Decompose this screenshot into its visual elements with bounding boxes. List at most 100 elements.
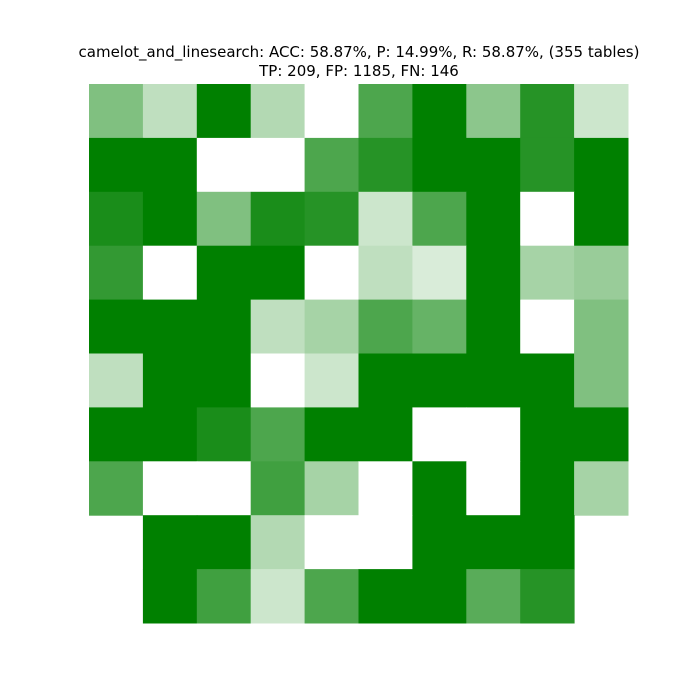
heatmap-cell-r5-c1 [142, 353, 198, 408]
heatmap-cell-r6-c6 [412, 407, 467, 462]
heatmap-cell-r9-c8 [520, 569, 575, 624]
heatmap-cell-r8-c2 [196, 515, 252, 570]
heatmap-cell-r1-c5 [358, 137, 413, 193]
heatmap-cell-r6-c0 [89, 407, 144, 462]
heatmap-cell-r6-c7 [466, 407, 521, 462]
heatmap-cell-r2-c4 [304, 191, 359, 247]
heatmap-cell-r6-c3 [250, 407, 306, 462]
heatmap-cell-r3-c3 [250, 245, 306, 301]
heatmap-cell-r6-c4 [304, 407, 359, 462]
heatmap-cell-r7-c0 [89, 461, 144, 516]
heatmap-cell-r9-c3 [250, 569, 306, 624]
heatmap-cell-r5-c5 [358, 353, 413, 408]
heatmap-cell-r0-c3 [250, 84, 306, 139]
heatmap-cell-r2-c0 [89, 191, 144, 247]
heatmap-cell-r0-c8 [520, 84, 575, 139]
heatmap-cell-r8-c8 [520, 515, 575, 570]
heatmap-cell-r3-c5 [358, 245, 413, 301]
heatmap-cell-r2-c9 [574, 191, 629, 247]
heatmap-cell-r1-c7 [466, 137, 521, 193]
heatmap-cell-r7-c4 [304, 461, 359, 516]
heatmap-cell-r5-c7 [466, 353, 521, 408]
heatmap-cell-r1-c0 [89, 137, 144, 193]
heatmap-cell-r8-c6 [412, 515, 467, 570]
heatmap-cell-r9-c1 [142, 569, 198, 624]
heatmap-cell-r6-c8 [520, 407, 575, 462]
heatmap-cell-r8-c3 [250, 515, 306, 570]
heatmap-cell-r8-c4 [304, 515, 359, 570]
heatmap-cell-r9-c5 [358, 569, 413, 624]
chart-title-line-2: TP: 209, FP: 1185, FN: 146 [258, 62, 459, 80]
heatmap-cell-r1-c3 [250, 137, 306, 193]
heatmap-cell-r2-c7 [466, 191, 521, 247]
heatmap-cell-r5-c8 [520, 353, 575, 408]
heatmap-cell-r7-c5 [358, 461, 413, 516]
heatmap-cell-r8-c1 [142, 515, 198, 570]
heatmap-cell-r8-c5 [358, 515, 413, 570]
heatmap-cell-r5-c6 [412, 353, 467, 408]
heatmap-cell-r7-c9 [574, 461, 629, 516]
heatmap-cell-r5-c2 [196, 353, 252, 408]
heatmap-cell-r8-c7 [466, 515, 521, 570]
heatmap-cell-r3-c8 [520, 245, 575, 301]
heatmap-cell-r4-c4 [304, 299, 359, 354]
heatmap-cell-r0-c0 [89, 84, 144, 139]
heatmap-cell-r1-c8 [520, 137, 575, 193]
heatmap-cell-r3-c1 [142, 245, 198, 301]
heatmap-cell-r0-c7 [466, 84, 521, 139]
heatmap-cell-r4-c2 [196, 299, 252, 354]
heatmap-cell-r4-c0 [89, 299, 144, 354]
heatmap-cell-r0-c4 [304, 84, 359, 139]
heatmap-cell-r3-c6 [412, 245, 467, 301]
heatmap-cell-r6-c1 [142, 407, 198, 462]
heatmap-cell-r4-c1 [142, 299, 198, 354]
heatmap-cells [89, 84, 629, 624]
heatmap-cell-r0-c9 [574, 84, 629, 139]
heatmap-cell-r1-c4 [304, 137, 359, 193]
heatmap-cell-r4-c8 [520, 299, 575, 354]
heatmap-cell-r9-c6 [412, 569, 467, 624]
heatmap-cell-r5-c9 [574, 353, 629, 408]
heatmap-cell-r3-c4 [304, 245, 359, 301]
heatmap-cell-r2-c1 [142, 191, 198, 247]
heatmap-cell-r0-c1 [142, 84, 198, 139]
heatmap-cell-r6-c5 [358, 407, 413, 462]
heatmap-cell-r7-c6 [412, 461, 467, 516]
heatmap-cell-r6-c9 [574, 407, 629, 462]
heatmap-cell-r1-c6 [412, 137, 467, 193]
heatmap-cell-r7-c2 [196, 461, 252, 516]
heatmap-cell-r7-c3 [250, 461, 306, 516]
heatmap-cell-r3-c7 [466, 245, 521, 301]
heatmap-cell-r1-c2 [196, 137, 252, 193]
heatmap-cell-r5-c0 [89, 353, 144, 408]
heatmap-cell-r0-c6 [412, 84, 467, 139]
heatmap-cell-r4-c7 [466, 299, 521, 354]
heatmap-cell-r7-c1 [142, 461, 198, 516]
heatmap-cell-r1-c1 [142, 137, 198, 193]
heatmap-cell-r4-c9 [574, 299, 629, 354]
chart-title-line-1: camelot_and_linesearch: ACC: 58.87%, P: … [79, 43, 640, 62]
heatmap-cell-r9-c4 [304, 569, 359, 624]
heatmap-cell-r2-c3 [250, 191, 306, 247]
heatmap-cell-r5-c4 [304, 353, 359, 408]
heatmap-cell-r3-c0 [89, 245, 144, 301]
heatmap-cell-r3-c2 [196, 245, 252, 301]
heatmap-cell-r2-c5 [358, 191, 413, 247]
heatmap-cell-r2-c8 [520, 191, 575, 247]
heatmap-cell-r3-c9 [574, 245, 629, 301]
heatmap-cell-r9-c7 [466, 569, 521, 624]
heatmap-cell-r2-c6 [412, 191, 467, 247]
heatmap-cell-r6-c2 [196, 407, 252, 462]
heatmap-cell-r5-c3 [250, 353, 306, 408]
heatmap-cell-r0-c5 [358, 84, 413, 139]
heatmap-cell-r0-c2 [196, 84, 252, 139]
heatmap-cell-r4-c3 [250, 299, 306, 354]
heatmap-cell-r7-c8 [520, 461, 575, 516]
heatmap-cell-r4-c5 [358, 299, 413, 354]
heatmap-cell-r7-c7 [466, 461, 521, 516]
heatmap-cell-r4-c6 [412, 299, 467, 354]
heatmap-cell-r1-c9 [574, 137, 629, 193]
heatmap-cell-r9-c2 [196, 569, 252, 624]
heatmap-cell-r2-c2 [196, 191, 252, 247]
